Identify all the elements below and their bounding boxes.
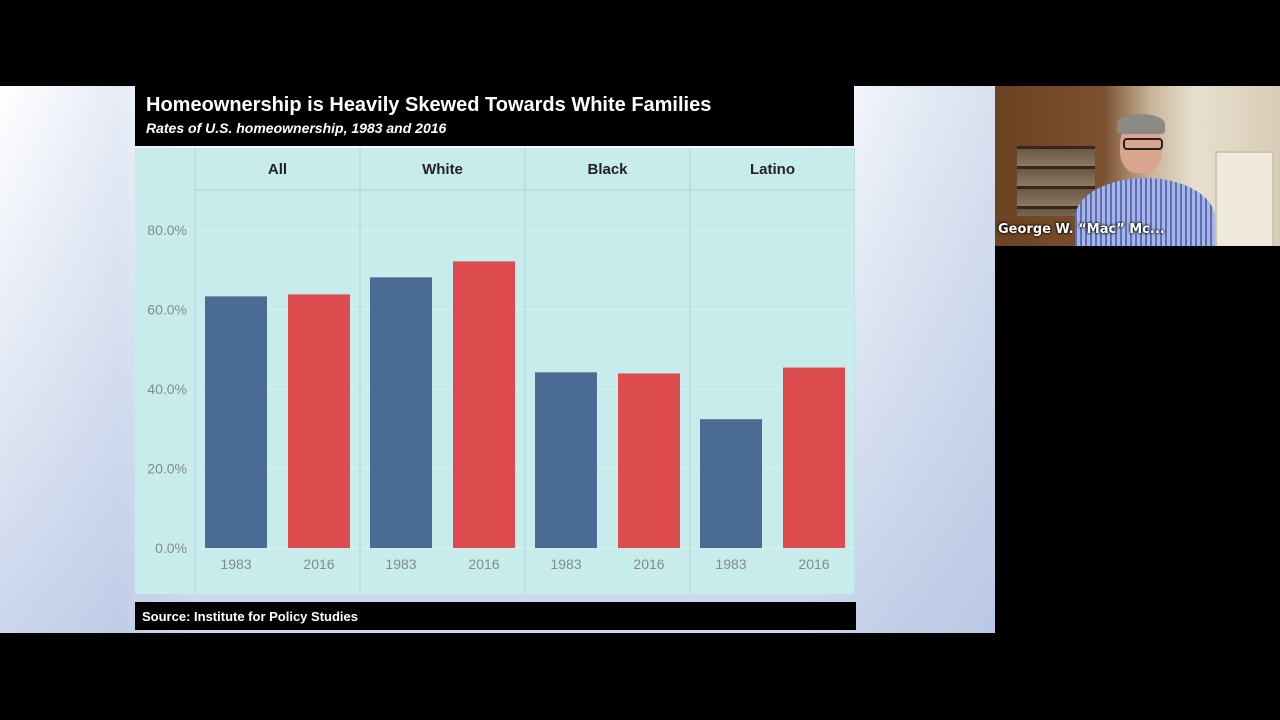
x-tick-label: 1983	[550, 556, 581, 572]
source-text: Source: Institute for Policy Studies	[142, 609, 358, 624]
participant-body	[1075, 178, 1215, 246]
bar-black-1983	[535, 372, 597, 548]
x-tick-label: 1983	[385, 556, 416, 572]
group-header-label: Black	[587, 161, 628, 178]
group-header-label: White	[422, 161, 463, 178]
bar-all-2016	[288, 294, 350, 548]
door	[1215, 151, 1274, 246]
x-tick-label: 2016	[798, 556, 829, 572]
slide-header: Homeownership is Heavily Skewed Towards …	[135, 86, 854, 146]
bar-latino-1983	[700, 419, 762, 548]
bar-chart: 0.0% 20.0% 40.0% 60.0% 80.0% All 1983 2016 White…	[135, 148, 855, 594]
bar-black-2016	[618, 373, 680, 548]
x-tick-label: 1983	[715, 556, 746, 572]
y-tick-label: 40.0%	[147, 381, 187, 397]
participant-name-label: George W. “Mac” Mc...	[998, 222, 1165, 237]
slide-title: Homeownership is Heavily Skewed Towards …	[146, 94, 712, 116]
source-bar: Source: Institute for Policy Studies	[135, 602, 856, 630]
bar-white-1983	[370, 277, 432, 548]
y-tick-label: 0.0%	[155, 540, 187, 556]
y-tick-label: 60.0%	[147, 302, 187, 318]
participant-hair	[1117, 114, 1165, 134]
x-tick-label: 2016	[303, 556, 334, 572]
x-tick-label: 1983	[220, 556, 251, 572]
group-header-label: Latino	[750, 161, 795, 178]
bar-white-2016	[453, 261, 515, 548]
x-tick-label: 2016	[633, 556, 664, 572]
chart-svg: 0.0% 20.0% 40.0% 60.0% 80.0% All 1983 2016 White…	[147, 148, 855, 594]
bar-all-1983	[205, 296, 267, 548]
group-header-label: All	[268, 161, 287, 178]
y-tick-label: 20.0%	[147, 461, 187, 477]
participant-video-tile[interactable]: George W. “Mac” Mc...	[995, 86, 1280, 246]
participant-glasses	[1123, 138, 1163, 150]
x-tick-label: 2016	[468, 556, 499, 572]
bar-latino-2016	[783, 367, 845, 548]
slide-subtitle: Rates of U.S. homeownership, 1983 and 20…	[146, 120, 447, 136]
y-tick-label: 80.0%	[147, 222, 187, 238]
